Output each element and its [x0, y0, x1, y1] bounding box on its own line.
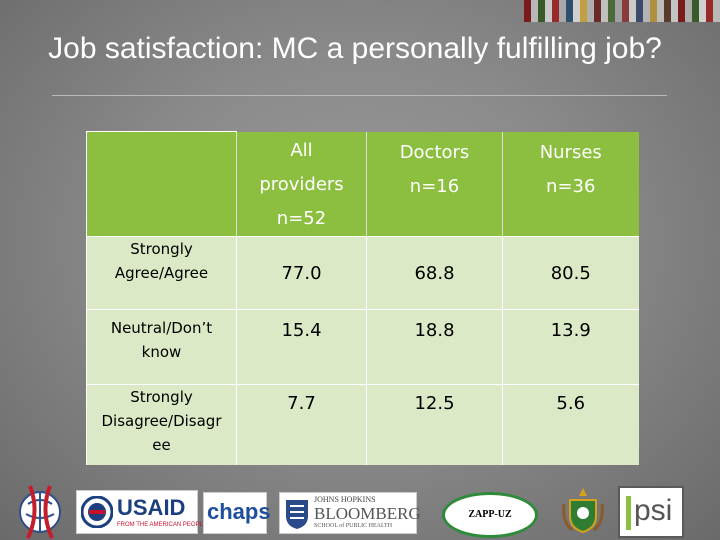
jhu-line2: BLOOMBERG — [314, 504, 421, 523]
table-header-row: All providers n=52 Doctors n=16 Nurses n… — [86, 131, 639, 237]
psi-wordmark: psi — [634, 494, 673, 527]
table-cell: 68.8 — [366, 235, 503, 309]
header-text: providers — [259, 173, 344, 195]
row-label-text: Disagree/Disagr — [101, 411, 222, 430]
psi-logo: psi — [618, 486, 684, 538]
header-text: Nurses — [539, 141, 602, 163]
chaps-wordmark: chaps — [207, 499, 271, 524]
header-all-providers: All providers n=52 — [236, 131, 367, 236]
table-cell: 7.7 — [236, 383, 367, 465]
coat-of-arms-logo — [562, 488, 604, 534]
row-label: Strongly Agree/Agree — [86, 235, 237, 309]
zapp-uz-logo: ZAPP-UZ — [442, 492, 538, 538]
row-label-text: Strongly — [130, 239, 193, 258]
row-label: Strongly Disagree/Disagr ee — [86, 383, 237, 465]
partner-logo-bar: USAID FROM THE AMERICAN PEOPLE chaps JOH… — [0, 482, 720, 540]
table-cell: 80.5 — [502, 235, 639, 309]
ribbon-globe-logo — [19, 485, 61, 539]
header-nurses: Nurses n=36 — [502, 131, 639, 236]
results-table: All providers n=52 Doctors n=16 Nurses n… — [86, 131, 639, 465]
zapp-uz-wordmark: ZAPP-UZ — [468, 509, 512, 520]
header-text: n=36 — [546, 175, 596, 197]
jhu-line3: SCHOOL of PUBLIC HEALTH — [314, 523, 393, 529]
header-text: n=52 — [276, 207, 327, 229]
row-label-text: Agree/Agree — [114, 263, 209, 282]
usaid-seal-icon — [81, 496, 113, 528]
title-divider — [52, 95, 667, 96]
row-label-text: Neutral/Don’t — [110, 318, 213, 337]
table-row: Strongly Agree/Agree 77.0 68.8 80.5 — [86, 235, 639, 309]
header-text: Doctors — [399, 141, 470, 163]
table-row: Strongly Disagree/Disagr ee 7.7 12.5 5.6 — [86, 383, 639, 465]
usaid-logo: USAID FROM THE AMERICAN PEOPLE — [76, 490, 207, 534]
chaps-logo: chaps — [203, 492, 271, 534]
table-cell: 13.9 — [502, 308, 639, 384]
jhu-line1: JOHNS HOPKINS — [314, 495, 376, 504]
slide-title: Job satisfaction: MC a personally fulfil… — [48, 32, 662, 65]
table-cell: 77.0 — [236, 235, 367, 309]
decorative-color-strip — [524, 0, 720, 22]
table-cell: 18.8 — [366, 308, 503, 384]
table-cell: 12.5 — [366, 383, 503, 465]
jhu-bloomberg-logo: JOHNS HOPKINS BLOOMBERG SCHOOL of PUBLIC… — [279, 492, 421, 534]
header-text: n=16 — [409, 175, 460, 197]
psi-bar-icon — [626, 496, 631, 530]
row-label-text: ee — [152, 435, 171, 454]
jhu-shield-icon — [286, 500, 308, 529]
header-text: All — [290, 139, 313, 161]
table-row: Neutral/Don’t know 15.4 18.8 13.9 — [86, 308, 639, 384]
table-cell: 15.4 — [236, 308, 367, 384]
header-doctors: Doctors n=16 — [366, 131, 503, 236]
row-label-text: know — [141, 342, 182, 361]
header-blank-cell — [86, 131, 237, 237]
table-cell: 5.6 — [502, 383, 639, 465]
row-label: Neutral/Don’t know — [86, 308, 237, 384]
usaid-wordmark: USAID — [117, 495, 186, 520]
row-label-text: Strongly — [130, 387, 193, 406]
usaid-tagline: FROM THE AMERICAN PEOPLE — [117, 522, 207, 528]
